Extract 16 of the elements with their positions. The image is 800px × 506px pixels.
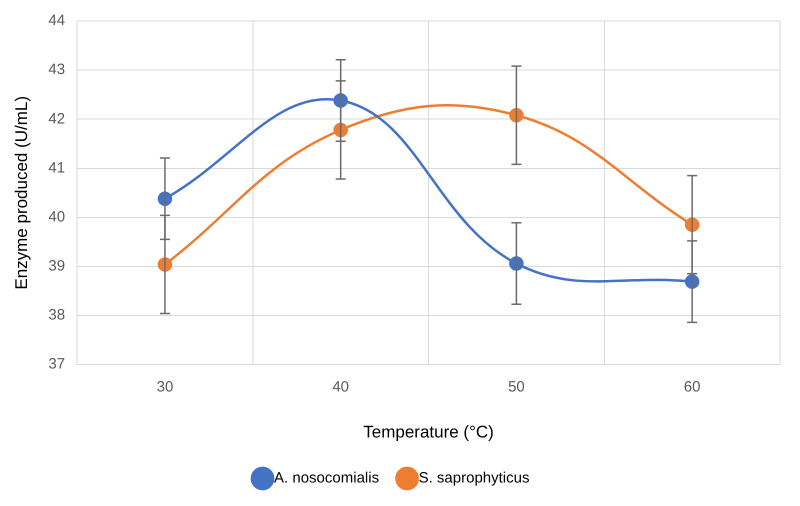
y-axis-title: Enzyme produced (U/mL): [12, 96, 31, 290]
y-tick-label: 44: [48, 12, 66, 30]
y-tick-label: 37: [48, 356, 66, 373]
x-tick-label: 60: [684, 378, 700, 396]
x-axis-title: Temperature (°C): [363, 422, 494, 442]
legend-label: A. nosocomialis: [274, 470, 380, 487]
x-tick-label: 50: [508, 378, 525, 396]
y-tick-label: 40: [48, 208, 66, 226]
x-tick-label: 40: [332, 378, 350, 396]
y-tick-label: 39: [48, 258, 66, 275]
y-tick-label: 43: [48, 61, 66, 78]
x-tick-label: 30: [156, 378, 174, 396]
legend-label: S. saprophyticus: [418, 470, 530, 487]
y-tick-label: 42: [48, 110, 66, 128]
y-tick-label: 38: [48, 306, 66, 324]
y-tick-label: 41: [48, 159, 66, 176]
